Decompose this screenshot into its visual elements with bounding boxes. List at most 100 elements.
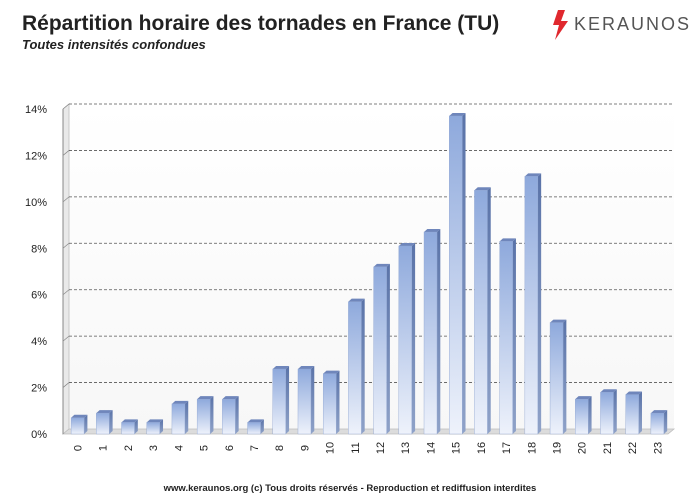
y-tick-label: 0%: [31, 429, 47, 441]
bar-front: [625, 394, 639, 435]
x-tick-label: 16: [476, 442, 488, 454]
bar-top: [146, 419, 164, 423]
bar: [196, 396, 214, 435]
bar-front: [600, 392, 614, 435]
bar-front: [297, 368, 312, 435]
bar: [222, 396, 239, 435]
x-tick-label: 6: [224, 445, 236, 451]
plot-back-wall: [69, 104, 674, 429]
bar-front: [70, 417, 85, 435]
bar-top: [197, 396, 214, 400]
chart-subtitle: Toutes intensités confondues: [22, 37, 206, 52]
x-tick-label: 23: [652, 442, 664, 454]
bar-side: [512, 238, 516, 434]
bar-top: [550, 319, 567, 323]
y-tick-label: 4%: [31, 336, 47, 348]
bar-side: [210, 396, 214, 434]
bar: [96, 410, 113, 435]
x-tick-label: 3: [148, 445, 160, 451]
x-tick-label: 13: [400, 442, 412, 454]
chart-title: Répartition horaire des tornades en Fran…: [22, 12, 500, 35]
gridline-side: [62, 243, 70, 249]
bar: [650, 410, 668, 435]
bar-front: [348, 301, 362, 435]
bar-front: [474, 190, 488, 435]
bar-front: [449, 115, 463, 435]
x-tick-label: 15: [451, 442, 463, 454]
bar-top: [424, 229, 441, 233]
bar: [423, 229, 441, 435]
bar-front: [650, 412, 665, 435]
bar-front: [322, 373, 337, 435]
x-tick-label: 22: [627, 442, 639, 454]
bar-top: [474, 187, 491, 191]
bar-side: [310, 366, 315, 434]
x-tick-label: 5: [199, 445, 211, 451]
plot-side-wall: [62, 103, 70, 435]
bar-top: [323, 370, 340, 374]
bar-top: [247, 419, 264, 423]
x-tick-label: 19: [551, 442, 563, 454]
bar-top: [524, 173, 542, 177]
y-tick-label: 14%: [25, 104, 47, 116]
bar: [171, 400, 189, 435]
bar: [322, 370, 340, 435]
bar-front: [196, 398, 211, 435]
bar-top: [96, 410, 113, 414]
bar-top: [373, 263, 390, 267]
bar-front: [96, 412, 110, 435]
x-tick-label: 8: [274, 445, 286, 451]
bar-side: [437, 229, 441, 434]
bar: [549, 319, 567, 435]
bar-side: [235, 396, 239, 434]
bar: [297, 366, 315, 435]
bar: [398, 242, 416, 435]
x-tick-label: 20: [577, 442, 589, 454]
bar-top: [348, 298, 365, 302]
bar-front: [423, 231, 438, 435]
bar: [499, 238, 516, 435]
bar-top: [600, 389, 617, 393]
y-tick-label: 2%: [31, 383, 47, 395]
bar: [373, 263, 390, 435]
brand-name: KERAUNOS: [574, 14, 692, 34]
bar-front: [499, 241, 513, 435]
bar-side: [537, 173, 542, 435]
bar-top: [121, 419, 138, 423]
bar-front: [575, 398, 589, 435]
bar-front: [247, 422, 261, 435]
bar: [146, 419, 164, 435]
gridline-side: [62, 103, 70, 110]
bar-top: [272, 366, 290, 369]
bar-top: [449, 112, 466, 116]
gridline-side: [62, 289, 70, 295]
bar-side: [638, 391, 642, 434]
bar-side: [411, 242, 416, 434]
plot-floor: [61, 428, 676, 435]
bar-top: [71, 414, 88, 418]
bar: [272, 366, 290, 435]
bar: [348, 298, 365, 435]
x-tick-label: 1: [98, 445, 110, 451]
bar-side: [663, 410, 668, 434]
bar-side: [285, 366, 290, 434]
gridline-side: [62, 382, 70, 388]
copyright-footer: www.keraunos.org (c) Tous droits réservé…: [163, 483, 537, 494]
x-tick-label: 18: [526, 442, 538, 454]
bar-top: [171, 400, 189, 404]
lightning-bolt-icon: [553, 10, 568, 40]
bar: [70, 414, 88, 435]
bar: [575, 396, 592, 435]
x-tick-label: 12: [375, 442, 387, 454]
y-tick-label: 10%: [25, 197, 47, 209]
y-tick-label: 12%: [25, 150, 47, 162]
x-tick-label: 2: [123, 445, 135, 451]
bar-top: [499, 238, 516, 242]
bar-top: [297, 366, 315, 369]
x-tick-label: 17: [501, 442, 513, 454]
bar: [121, 419, 138, 435]
x-tick-label: 7: [249, 445, 261, 451]
bar-side: [462, 112, 466, 434]
bar-front: [373, 266, 387, 435]
